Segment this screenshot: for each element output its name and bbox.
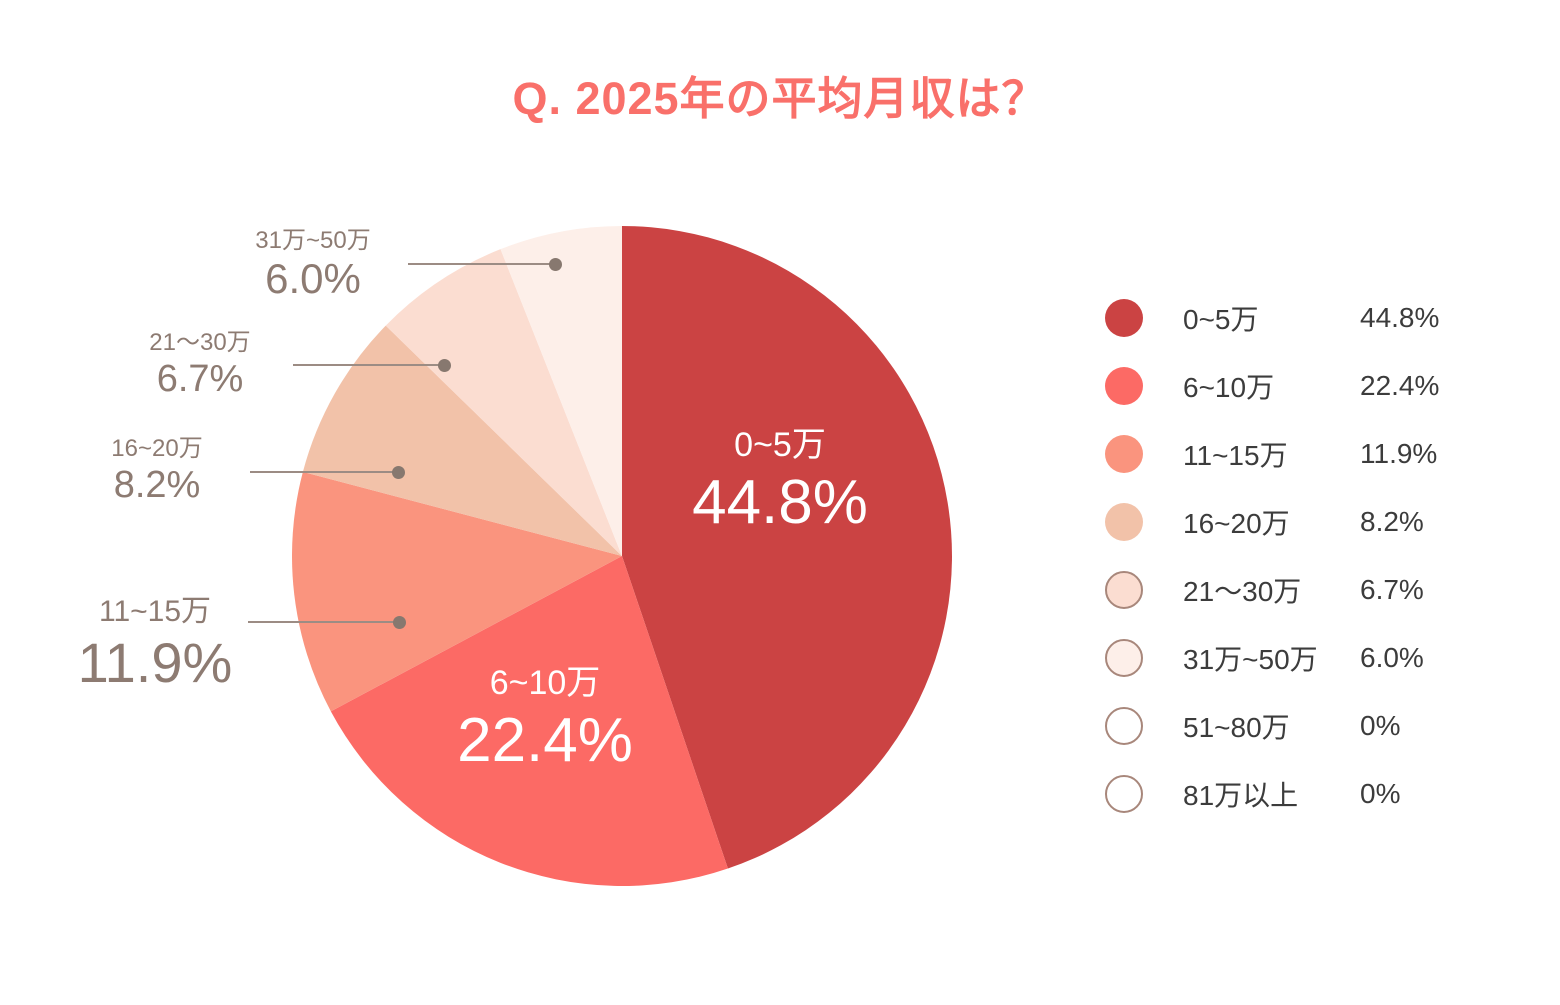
pie-slice-6 [500,226,622,556]
legend-label: 16~20万 [1183,508,1290,539]
legend-value: 8.2% [1360,506,1424,537]
legend-label: 11~15万 [1183,440,1288,471]
slice-label-pct: 22.4% [457,705,633,775]
page-title: Q. 2025年の平均月収は？ [512,73,1048,124]
legend-item-3: 11~15万 11.9% [1105,420,1439,488]
legend-item-4: 16~20万 8.2% [1105,488,1439,556]
slice-label-range: 6~10万 [489,664,601,702]
leader-dot-16-20 [392,466,405,479]
callout-pct: 6.0% [265,255,361,302]
leader-line-11-15 [248,621,400,623]
pie-slice-3 [292,471,622,712]
slice-label-0-5: 0~5万 44.8% [630,426,930,537]
callout-range: 11~15万 [98,595,212,628]
legend-value: 6.7% [1360,574,1424,605]
legend-label: 0~5万 [1183,304,1259,335]
legend-value: 44.8% [1360,302,1440,333]
leader-dot-11-15 [393,616,406,629]
legend-value: 0% [1360,778,1401,809]
leader-line-31-50 [408,263,556,265]
legend-item-7: 51~80万 0% [1105,692,1439,760]
callout-pct: 11.9% [77,631,233,694]
leader-line-16-20 [250,471,399,473]
legend: 0~5万 44.8% 6~10万 22.4% 11~15万 11.9% 16~20万 8.2%… [1105,284,1439,828]
pie-svg [292,226,952,886]
callout-pct: 8.2% [113,464,201,506]
legend-label: 6~10万 [1183,372,1275,403]
callout-range: 31万~50万 [255,227,371,254]
legend-value: 0% [1360,710,1401,741]
legend-label: 81万以上 [1183,780,1299,811]
legend-item-6: 31万~50万 6.0% [1105,624,1439,692]
legend-value: 22.4% [1360,370,1440,401]
legend-swatch-icon [1105,503,1143,541]
callout-16-20: 16~20万 8.2% [47,435,267,506]
legend-swatch-icon [1105,571,1143,609]
legend-value: 6.0% [1360,642,1424,673]
leader-dot-31-50 [549,258,562,271]
legend-swatch-icon [1105,299,1143,337]
slice-label-6-10: 6~10万 22.4% [395,664,695,775]
pie-chart [292,226,952,886]
slice-label-pct: 44.8% [692,467,868,537]
legend-swatch-icon [1105,639,1143,677]
legend-swatch-icon [1105,775,1143,813]
legend-label: 31万~50万 [1183,644,1318,675]
callout-pct: 6.7% [156,358,244,400]
pie-slice-4 [302,325,622,556]
pie-slice-5 [385,249,622,557]
callout-range: 21〜30万 [149,329,251,356]
legend-value: 11.9% [1360,438,1438,469]
leader-dot-21-30 [438,359,451,372]
slice-label-range: 0~5万 [734,426,826,464]
legend-label: 21〜30万 [1183,576,1302,607]
legend-item-2: 6~10万 22.4% [1105,352,1439,420]
legend-swatch-icon [1105,707,1143,745]
legend-item-8: 81万以上 0% [1105,760,1439,828]
callout-21-30: 21〜30万 6.7% [90,329,310,400]
callout-11-15: 11~15万 11.9% [35,597,275,691]
legend-item-5: 21〜30万 6.7% [1105,556,1439,624]
legend-item-1: 0~5万 44.8% [1105,284,1439,352]
callout-range: 16~20万 [111,435,203,462]
legend-label: 51~80万 [1183,712,1290,743]
legend-swatch-icon [1105,435,1143,473]
legend-swatch-icon [1105,367,1143,405]
leader-line-21-30 [293,364,445,366]
pie-slice-1 [622,226,952,869]
pie-slice-2 [330,556,728,886]
callout-31-50: 31万~50万 6.0% [203,229,423,300]
